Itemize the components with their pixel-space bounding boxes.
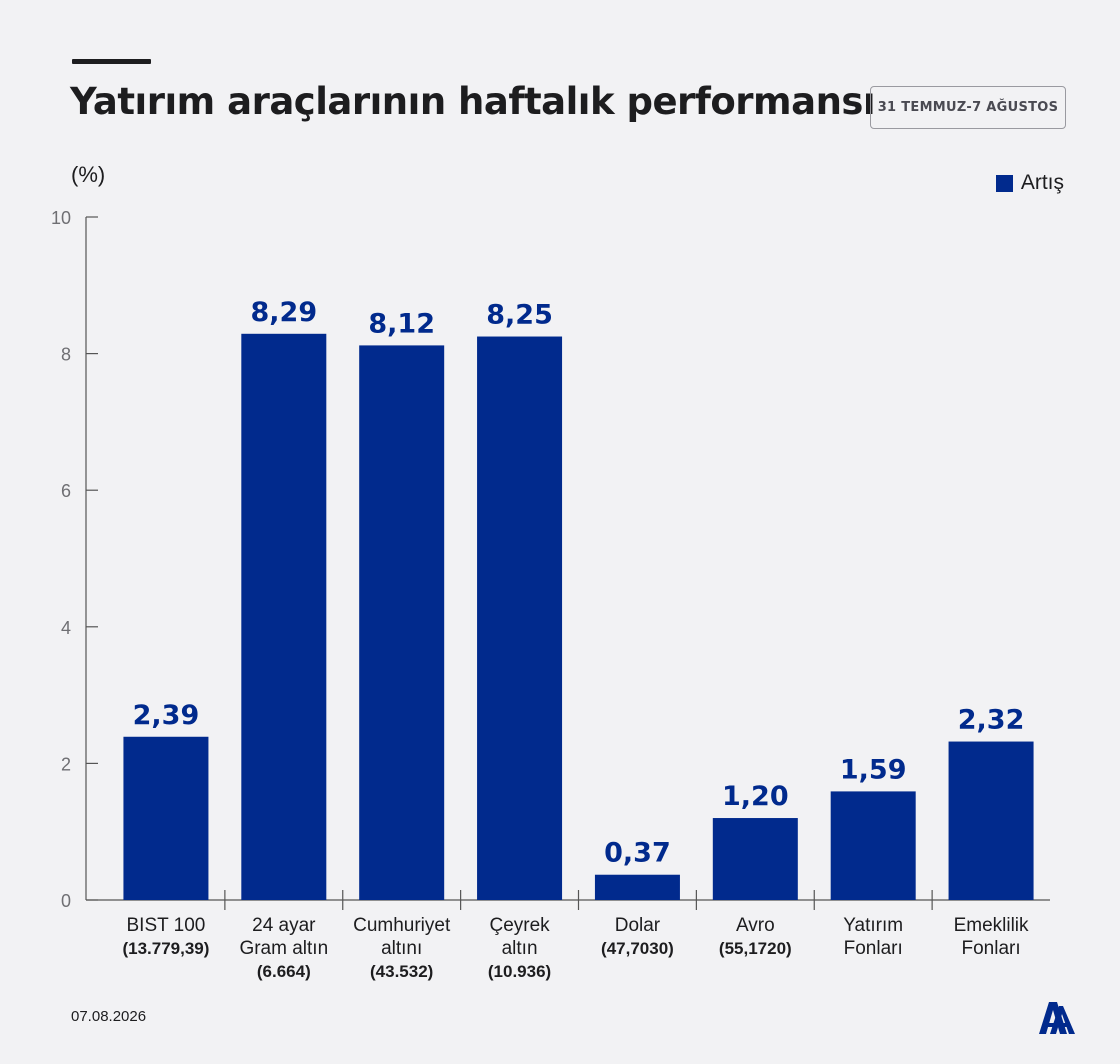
bar-value-label: 8,12 (368, 308, 435, 339)
x-category-label: Dolar (615, 915, 661, 936)
x-category-label: Fonları (961, 938, 1020, 959)
x-category-label: Emeklilik (954, 915, 1029, 936)
legend-label: Artış (1020, 171, 1064, 194)
x-category-label: (10.936) (488, 962, 551, 981)
bar-value-label: 2,32 (958, 705, 1025, 736)
y-tick-label: 0 (61, 891, 71, 911)
x-category-label: BIST 100 (127, 915, 206, 936)
x-category-label: (6.664) (257, 962, 311, 981)
y-tick-label: 6 (61, 481, 71, 501)
x-category-label: Fonları (844, 938, 903, 959)
x-category-label: 24 ayar (252, 915, 316, 936)
bar (712, 818, 798, 900)
title-rule (72, 59, 151, 64)
aa-logo-icon (1039, 1002, 1075, 1034)
y-axis-unit: (%) (71, 162, 106, 187)
bar-value-label: 1,20 (722, 781, 789, 812)
bar-value-label: 8,25 (486, 300, 553, 331)
date-range-badge: 31 TEMMUZ-7 AĞUSTOS (870, 86, 1066, 129)
x-category-label: Avro (736, 915, 775, 936)
footer-date: 07.08.2026 (71, 1008, 147, 1025)
bar (948, 741, 1034, 900)
y-tick-label: 2 (61, 754, 71, 774)
x-category-label: (47,7030) (601, 939, 674, 958)
x-category-label: Cumhuriyet (353, 915, 451, 936)
y-tick-label: 4 (61, 618, 71, 638)
y-tick-label: 8 (61, 345, 71, 365)
bar-value-label: 2,39 (133, 700, 200, 731)
x-category-label: altın (502, 938, 538, 959)
x-category-label: (13.779,39) (122, 939, 209, 958)
x-category-label: Yatırım (843, 915, 903, 936)
legend: Artış (995, 171, 1064, 195)
bar (359, 345, 445, 900)
bar-value-label: 1,59 (840, 754, 907, 785)
x-category-label: altını (381, 938, 422, 959)
bar (830, 791, 916, 900)
bar (594, 874, 680, 900)
x-category-label: Çeyrek (489, 915, 550, 936)
x-category-label: Gram altın (239, 938, 328, 959)
x-category-label: (43.532) (370, 962, 433, 981)
page-title: Yatırım araçlarının haftalık performansı (70, 80, 876, 123)
x-category-label: (55,1720) (719, 939, 792, 958)
bar-value-label: 8,29 (251, 297, 318, 328)
bar (477, 336, 563, 900)
y-tick-label: 10 (51, 208, 71, 228)
bar-value-label: 0,37 (604, 838, 671, 869)
bar (123, 736, 209, 900)
legend-swatch (995, 174, 1013, 192)
bar (241, 333, 327, 901)
